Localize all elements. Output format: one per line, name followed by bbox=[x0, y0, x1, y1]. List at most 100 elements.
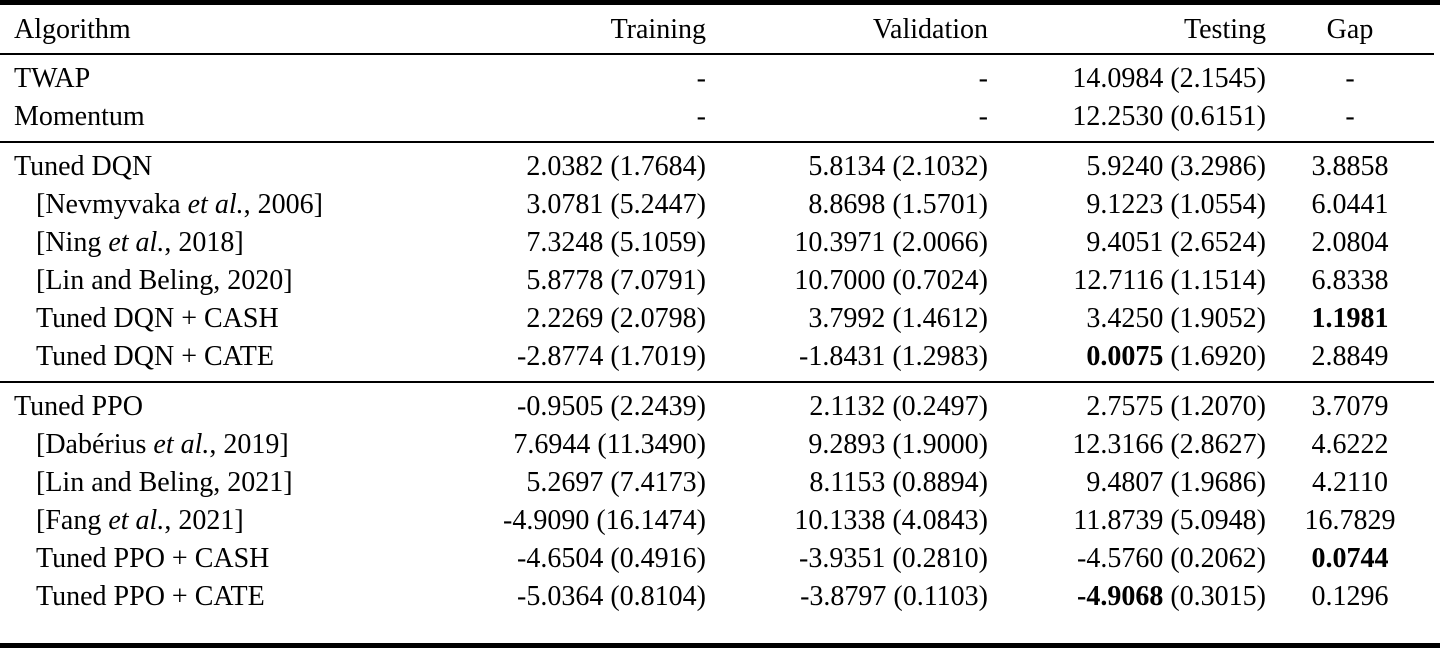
training-cell: 7.6944 (11.3490) bbox=[430, 426, 706, 464]
training-cell: 7.3248 (5.1059) bbox=[430, 224, 706, 262]
mean-value: 7.6944 bbox=[513, 429, 591, 460]
gap-value: 16.7829 bbox=[1304, 505, 1396, 536]
std-value: (2.2439) bbox=[603, 391, 706, 422]
validation-cell: 8.1153 (0.8894) bbox=[706, 464, 988, 502]
std-value: (1.2983) bbox=[885, 341, 988, 372]
algorithm-cell: [Fang et al., 2021] bbox=[36, 505, 244, 536]
algorithm-cell: Tuned DQN bbox=[14, 151, 153, 182]
gap-value: 0.1296 bbox=[1311, 581, 1389, 612]
testing-cell: 12.2530 (0.6151) bbox=[988, 98, 1266, 142]
table-row: Tuned DQN + CATE -2.8774 (1.7019) -1.8431 … bbox=[0, 338, 1434, 382]
mean-value: 11.8739 bbox=[1073, 505, 1164, 536]
validation-cell: 10.3971 (2.0066) bbox=[706, 224, 988, 262]
validation-cell: -3.9351 (0.2810) bbox=[706, 540, 988, 578]
validation-cell: 9.2893 (1.9000) bbox=[706, 426, 988, 464]
std-value: (0.1103) bbox=[886, 581, 988, 612]
testing-cell: 12.7116 (1.1514) bbox=[988, 262, 1266, 300]
mean-value: -0.9505 bbox=[517, 391, 604, 422]
training-cell: -5.0364 (0.8104) bbox=[430, 578, 706, 621]
training-cell: - bbox=[430, 54, 706, 98]
column-header-testing: Testing bbox=[1183, 14, 1266, 45]
mean-value: 8.1153 bbox=[809, 467, 886, 498]
std-value: (1.0554) bbox=[1163, 189, 1266, 220]
training-cell: 2.0382 (1.7684) bbox=[430, 142, 706, 186]
mean-value: 10.3971 bbox=[794, 227, 886, 258]
std-value: (0.6151) bbox=[1163, 101, 1266, 132]
std-value: (11.3490) bbox=[590, 429, 706, 460]
std-value: (0.7024) bbox=[885, 265, 988, 296]
table-row: [Lin and Beling, 2021] 5.2697 (7.4173) 8.1… bbox=[0, 464, 1434, 502]
algorithm-cell: TWAP bbox=[14, 63, 91, 94]
validation-cell: - bbox=[706, 54, 988, 98]
algorithm-cell: Tuned PPO + CATE bbox=[36, 581, 265, 612]
training-cell: -0.9505 (2.2439) bbox=[430, 382, 706, 426]
mean-value: 5.9240 bbox=[1086, 151, 1164, 182]
mean-value: -2.8774 bbox=[517, 341, 604, 372]
training-cell: - bbox=[430, 98, 706, 142]
testing-cell: 14.0984 (2.1545) bbox=[988, 54, 1266, 98]
std-value: (0.2810) bbox=[885, 543, 988, 574]
testing-cell: 2.7575 (1.2070) bbox=[988, 382, 1266, 426]
table-header: Algorithm Training Validation Testing Ga… bbox=[0, 5, 1434, 54]
gap-cell: 2.8849 bbox=[1266, 338, 1434, 382]
mean-value: 7.3248 bbox=[526, 227, 604, 258]
mean-value: 2.2269 bbox=[526, 303, 604, 334]
table-row: Tuned DQN 2.0382 (1.7684) 5.8134 (2.1032) 5… bbox=[0, 142, 1434, 186]
mean-value: 5.2697 bbox=[526, 467, 604, 498]
validation-cell: 2.1132 (0.2497) bbox=[706, 382, 988, 426]
column-header-algorithm: Algorithm bbox=[14, 14, 131, 45]
gap-value: 0.0744 bbox=[1311, 543, 1389, 574]
training-cell: 5.8778 (7.0791) bbox=[430, 262, 706, 300]
validation-cell: 10.1338 (4.0843) bbox=[706, 502, 988, 540]
et-al-italic: et al. bbox=[187, 189, 244, 220]
gap-cell: 1.1981 bbox=[1266, 300, 1434, 338]
mean-value: -4.9090 bbox=[503, 505, 590, 536]
gap-value: 1.1981 bbox=[1311, 303, 1389, 334]
et-al-italic: et al. bbox=[153, 429, 210, 460]
mean-value: -1.8431 bbox=[799, 341, 886, 372]
validation-cell: 10.7000 (0.7024) bbox=[706, 262, 988, 300]
algorithm-results-table: Algorithm Training Validation Testing Ga… bbox=[0, 5, 1434, 621]
gap-cell: 6.0441 bbox=[1266, 186, 1434, 224]
table-row: [Fang et al., 2021] -4.9090 (16.1474) 10.1… bbox=[0, 502, 1434, 540]
gap-value: 4.6222 bbox=[1311, 429, 1389, 460]
mean-value: 12.2530 bbox=[1072, 101, 1164, 132]
mean-value: 2.1132 bbox=[809, 391, 886, 422]
std-value: (1.6920) bbox=[1163, 341, 1266, 372]
std-value: (7.4173) bbox=[603, 467, 706, 498]
table-row: [Lin and Beling, 2020] 5.8778 (7.0791) 10.… bbox=[0, 262, 1434, 300]
algorithm-cell: Tuned DQN + CASH bbox=[36, 303, 279, 334]
table-row: [Nevmyvaka et al., 2006] 3.0781 (5.2447) 8… bbox=[0, 186, 1434, 224]
et-al-italic: et al. bbox=[108, 227, 165, 258]
testing-cell: 5.9240 (3.2986) bbox=[988, 142, 1266, 186]
testing-cell: 11.8739 (5.0948) bbox=[988, 502, 1266, 540]
mean-value: 10.1338 bbox=[794, 505, 886, 536]
std-value: (5.1059) bbox=[603, 227, 706, 258]
std-value: (1.4612) bbox=[885, 303, 988, 334]
training-cell: 5.2697 (7.4173) bbox=[430, 464, 706, 502]
table-row: Momentum - -12.2530 (0.6151) - bbox=[0, 98, 1434, 142]
mean-value: 12.3166 bbox=[1072, 429, 1164, 460]
column-header-training: Training bbox=[610, 14, 706, 45]
section-baselines: TWAP - -14.0984 (2.1545) - Momentum - -12.2530… bbox=[0, 54, 1434, 142]
testing-cell: 9.1223 (1.0554) bbox=[988, 186, 1266, 224]
testing-cell: 3.4250 (1.9052) bbox=[988, 300, 1266, 338]
std-value: (7.0791) bbox=[603, 265, 706, 296]
std-value: (2.6524) bbox=[1163, 227, 1266, 258]
mean-value: 9.1223 bbox=[1086, 189, 1164, 220]
std-value: (0.3015) bbox=[1163, 581, 1266, 612]
table-row: Tuned DQN + CASH 2.2269 (2.0798) 3.7992 (1… bbox=[0, 300, 1434, 338]
mean-value: -3.9351 bbox=[799, 543, 886, 574]
algorithm-cell: [Nevmyvaka et al., 2006] bbox=[36, 189, 323, 220]
et-al-italic: et al. bbox=[108, 505, 165, 536]
mean-value: 12.7116 bbox=[1073, 265, 1164, 296]
training-cell: -4.9090 (16.1474) bbox=[430, 502, 706, 540]
mean-value: -4.5760 bbox=[1077, 543, 1164, 574]
testing-cell: 9.4807 (1.9686) bbox=[988, 464, 1266, 502]
std-value: (1.1514) bbox=[1163, 265, 1266, 296]
table-row: [Ning et al., 2018] 7.3248 (5.1059) 10.397… bbox=[0, 224, 1434, 262]
mean-value: 5.8778 bbox=[526, 265, 604, 296]
std-value: (5.2447) bbox=[603, 189, 706, 220]
mean-value: -3.8797 bbox=[800, 581, 887, 612]
